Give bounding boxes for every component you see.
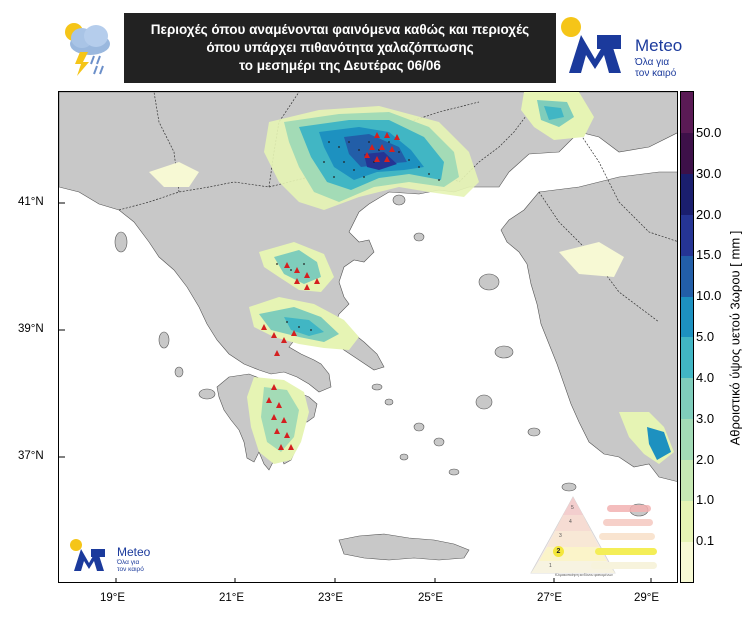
colorbar-tick-label: 0.1 [696,533,715,549]
colorbar-segment [681,296,693,338]
hazard-caption: Κλιμακοποίηση κινδύνου φαινομένων [555,573,613,577]
header: Περιοχές όπου αναμένονται φαινόμενα καθώ… [0,0,756,90]
logo-name: Meteo [635,36,683,55]
meteo-small-logo: Meteo Όλα για τον καιρό [70,537,170,577]
colorbar-segment [681,459,693,501]
small-logo-tagline-1: Όλα για [117,559,140,566]
logo-tagline-1: Όλα για [635,57,670,68]
logo-tagline: Όλα για τον καιρό [635,57,676,79]
colorbar-tick-label: 4.0 [696,369,715,385]
axis-ticks [59,202,652,582]
small-logo-tagline-2: τον καιρό [117,566,144,573]
title-line-3: το μεσημέρι της Δευτέρας 06/06 [239,58,441,73]
colorbar-segment [681,255,693,297]
hazard-level-3: 3 [559,533,562,539]
hazard-bar-4 [603,519,653,526]
land-layer [59,92,677,561]
precipitation-layer [149,92,674,464]
small-logo-tagline: Όλα για τον καιρό [117,559,144,573]
colorbar-tick-label: 15.0 [696,247,722,263]
crete [338,533,470,561]
colorbar-segment [681,214,693,256]
x-tick-21: 21°E [219,592,245,604]
colorbar-segment [681,541,693,583]
colorbar-segment [681,500,693,542]
hazard-current-level: 2 [553,546,564,557]
small-logo-name: Meteo [117,545,151,559]
colorbar-title: Αθροιστικό ύψος υετού 3ωρου [ mm ] [727,230,743,446]
hazard-bar-3 [599,533,655,540]
colorbar-segment [681,132,693,175]
x-tick-27: 27°E [537,592,563,604]
hazard-level-1: 1 [549,563,552,569]
y-tick-41: 41°N [18,196,44,208]
x-tick-25: 25°E [418,592,444,604]
title-line-2: όπου υπάρχει πιθανότητα χαλαζόπτωσης [206,40,474,55]
title-line-1: Περιοχές όπου αναμένονται φαινόμενα καθώ… [150,22,530,37]
colorbar-tick-label: 1.0 [696,492,715,508]
colorbar-tick-label: 2.0 [696,451,715,467]
colorbar-segment [681,173,693,215]
colorbar-tick-label: 20.0 [696,206,722,222]
colorbar-tick-label: 5.0 [696,329,715,344]
logo-tagline-2: τον καιρό [635,68,677,79]
meteo-logo: Meteo Όλα για τον καιρό [559,13,694,83]
colorbar-tick-label: 3.0 [696,410,715,426]
storm-cloud-icon [58,14,122,84]
map-title: Περιοχές όπου αναμένονται φαινόμενα καθώ… [124,13,556,83]
hazard-bar-2 [595,548,657,555]
map-canvas [59,92,677,582]
y-tick-37: 37°N [18,450,44,462]
colorbar-tick-label: 50.0 [696,124,722,140]
colorbar-tick-label: 30.0 [696,165,722,181]
hazard-scale: 5 4 3 2 1 Κλιμακοποίηση κινδύνου φαινομέ… [525,493,675,579]
x-tick-29: 29°E [634,592,660,604]
hazard-bar-1 [591,562,657,569]
colorbar-segment [681,337,693,379]
hazard-level-5: 5 [571,505,574,511]
hazard-level-4: 4 [569,519,572,525]
meteo-logo-mark-icon [561,17,621,73]
anatolia [500,171,677,482]
y-tick-39: 39°N [18,323,44,335]
colorbar-segment [681,377,693,420]
hail-markers [261,132,400,450]
colorbar-segment [681,92,693,134]
hazard-bar-5 [607,505,651,512]
colorbar-segment [681,418,693,460]
x-tick-19: 19°E [100,592,126,604]
colorbar [680,91,694,583]
x-tick-23: 23°E [318,592,344,604]
meteo-small-logo-mark-icon [70,539,105,571]
colorbar-tick-label: 10.0 [696,288,722,304]
